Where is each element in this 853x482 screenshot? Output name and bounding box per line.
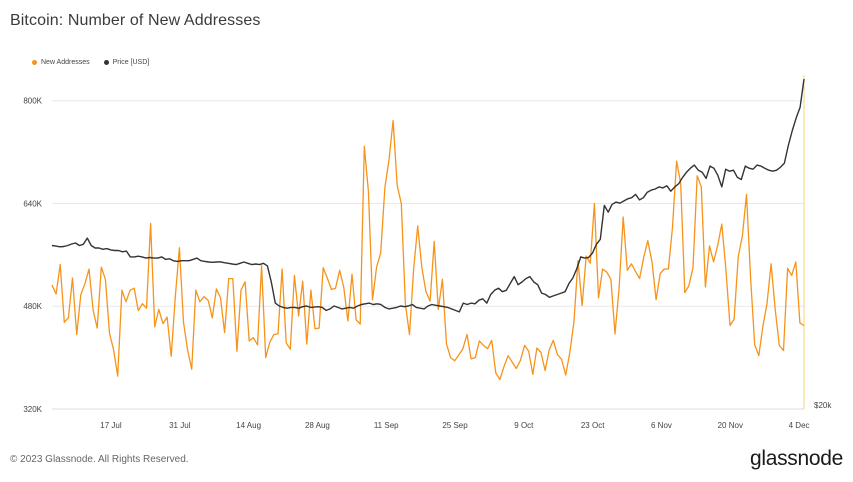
x-tick-label: 25 Sep [442, 421, 468, 430]
x-tick-label: 23 Oct [581, 421, 605, 430]
copyright-footer: © 2023 Glassnode. All Rights Reserved. [10, 454, 189, 465]
x-tick-label: 17 Jul [100, 421, 122, 430]
x-tick-label: 20 Nov [718, 421, 743, 430]
legend-swatch-new-addresses [32, 60, 37, 65]
y-tick-label: 640K [23, 199, 42, 208]
legend-swatch-price [103, 60, 109, 65]
legend: New Addresses Price [USD] [32, 59, 149, 66]
y-tick-label: 800K [23, 97, 42, 106]
x-tick-label: 31 Jul [169, 421, 191, 430]
chart-title: Bitcoin: Number of New Addresses [10, 12, 261, 29]
glassnode-logo[interactable]: glassnode [749, 447, 843, 470]
x-tick-label: 4 Dec [789, 421, 810, 430]
legend-item-new-addresses[interactable]: New Addresses [32, 59, 90, 66]
legend-item-price[interactable]: Price [USD] [103, 59, 150, 66]
y-right-tick-label: $20k [814, 401, 832, 410]
legend-label-price: Price [USD] [112, 59, 150, 66]
legend-label-new-addresses: New Addresses [41, 59, 90, 66]
series-line-price [51, 78, 805, 313]
x-tick-label: 9 Oct [514, 421, 534, 430]
x-tick-label: 11 Sep [374, 421, 399, 430]
y-tick-label: 480K [23, 302, 42, 311]
x-tick-label: 6 Nov [651, 421, 672, 430]
x-tick-label: 14 Aug [236, 421, 261, 430]
x-tick-label: 28 Aug [305, 421, 330, 430]
series-line-new-addresses [51, 119, 805, 381]
y-tick-label: 320K [23, 405, 42, 414]
